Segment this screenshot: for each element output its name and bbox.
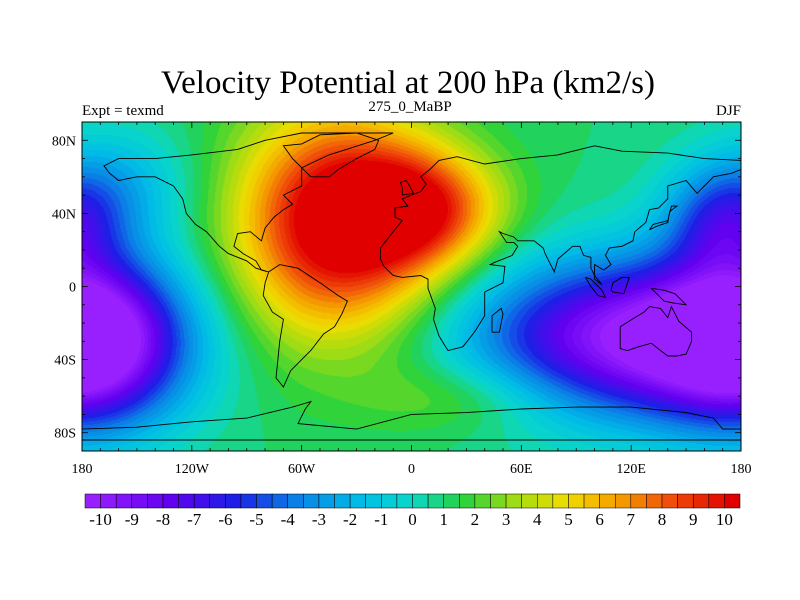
colorbar-swatch: [490, 493, 507, 509]
x-tick-label: 60E: [510, 462, 533, 477]
colorbar-swatch: [271, 493, 288, 509]
colorbar-swatch: [583, 493, 600, 509]
colorbar-label: 1: [439, 510, 448, 529]
colorbar-swatch: [162, 493, 179, 509]
colorbar-swatch: [443, 493, 460, 509]
colorbar-swatch: [614, 493, 632, 509]
colorbar-label: -10: [89, 510, 112, 529]
coastline-north-america: [103, 132, 394, 273]
colorbar-swatch: [147, 493, 164, 509]
x-tick-label: 120E: [616, 462, 646, 477]
colorbar-label: -7: [187, 510, 202, 529]
colorbar-label: -9: [125, 510, 139, 529]
chart-title: Velocity Potential at 200 hPa (km2/s): [161, 65, 655, 101]
coastline-greenland: [282, 132, 380, 178]
colorbar-label: 2: [471, 510, 480, 529]
colorbar-label: 3: [502, 510, 511, 529]
colorbar-swatch: [365, 493, 382, 509]
colorbar-swatch: [225, 493, 242, 509]
colorbar-swatch: [209, 493, 226, 509]
colorbar-swatch: [396, 493, 413, 509]
colorbar-swatch: [349, 493, 366, 509]
colorbar-label: -5: [249, 510, 263, 529]
colorbar-swatch: [568, 493, 585, 509]
colorbar-label: 0: [408, 510, 417, 529]
y-tick-label: 80S: [54, 427, 76, 442]
colorbar-label: 10: [716, 510, 733, 529]
heatmap-field: [82, 122, 741, 451]
x-tick-label: 0: [408, 462, 415, 477]
colorbar-swatch: [505, 493, 522, 509]
colorbar-swatch: [100, 493, 117, 509]
colorbar-label: 7: [627, 510, 636, 529]
colorbar-label: 6: [595, 510, 604, 529]
coastlines: [81, 132, 742, 441]
colorbar-swatch: [708, 493, 725, 509]
colorbar-label: -2: [343, 510, 357, 529]
colorbar-swatch: [178, 493, 195, 509]
colorbar-swatch: [474, 493, 491, 509]
plot-area: 180 120W 60W 0 60E 120E 180 80N 40N 0 40S 80S: [52, 121, 752, 477]
colorbar-swatch: [412, 493, 429, 509]
colorbar-swatch: [193, 493, 211, 509]
colorbar-swatch: [552, 493, 569, 509]
x-tick-label: 60W: [288, 462, 316, 477]
colorbar-swatch: [84, 493, 101, 509]
colorbar-swatch: [692, 493, 710, 509]
colorbar-swatch: [661, 493, 678, 509]
coastline-africa-eurasia: [379, 145, 742, 352]
x-tick-label: 120W: [175, 462, 210, 477]
coastline-uk: [399, 179, 414, 196]
colorbar-swatch: [256, 493, 273, 509]
colorbar-label: -3: [312, 510, 326, 529]
center-label: 275_0_MaBP: [368, 99, 451, 115]
coastline-japan: [649, 205, 679, 231]
colorbar-swatch: [599, 493, 616, 509]
colorbar-swatch: [537, 493, 554, 509]
colorbar: -10 -9 -8 -7 -6 -5 -4 -3 -2 -1 0 1 2 3 4 5 6 7 8 9 10: [84, 493, 741, 529]
y-tick-label: 40N: [52, 207, 76, 222]
colorbar-swatch: [334, 493, 351, 509]
y-axis: 80N 40N 0 40S 80S: [52, 121, 741, 452]
colorbar-swatch: [287, 493, 304, 509]
left-label: Expt = texmd: [82, 103, 164, 119]
colorbar-swatch: [427, 493, 444, 509]
x-tick-label: 180: [731, 462, 752, 477]
y-tick-label: 40S: [54, 354, 76, 369]
coastline-borneo: [610, 276, 630, 295]
coastline-madagascar: [491, 307, 504, 333]
coastline-new-guinea: [650, 287, 688, 306]
colorbar-swatch: [677, 493, 694, 509]
colorbar-swatch: [459, 493, 476, 509]
coastline-south-america: [262, 264, 348, 388]
colorbar-label: 5: [564, 510, 573, 529]
colorbar-label: -6: [218, 510, 232, 529]
colorbar-label: 8: [658, 510, 667, 529]
coastline-antarctica: [81, 400, 742, 441]
y-tick-label: 0: [69, 281, 76, 296]
colorbar-swatch: [630, 493, 647, 509]
colorbar-label: -1: [374, 510, 388, 529]
coastline-australia: [619, 305, 693, 357]
x-axis: 180 120W 60W 0 60E 120E 180: [72, 122, 752, 477]
right-label: DJF: [716, 103, 741, 119]
colorbar-label: 4: [533, 510, 542, 529]
colorbar-swatch: [131, 493, 148, 509]
colorbar-label: -4: [281, 510, 296, 529]
colorbar-label: -8: [156, 510, 170, 529]
colorbar-swatch: [724, 493, 741, 509]
y-tick-label: 80N: [52, 134, 76, 149]
colorbar-label: 9: [689, 510, 698, 529]
coastline-sumatra: [585, 276, 607, 299]
colorbar-swatch: [115, 493, 133, 509]
colorbar-swatch: [303, 493, 320, 509]
colorbar-swatch: [521, 493, 538, 509]
colorbar-swatch: [318, 493, 335, 509]
colorbar-swatch: [381, 493, 398, 509]
x-tick-label: 180: [72, 462, 93, 477]
colorbar-swatch: [240, 493, 257, 509]
colorbar-swatch: [646, 493, 663, 509]
